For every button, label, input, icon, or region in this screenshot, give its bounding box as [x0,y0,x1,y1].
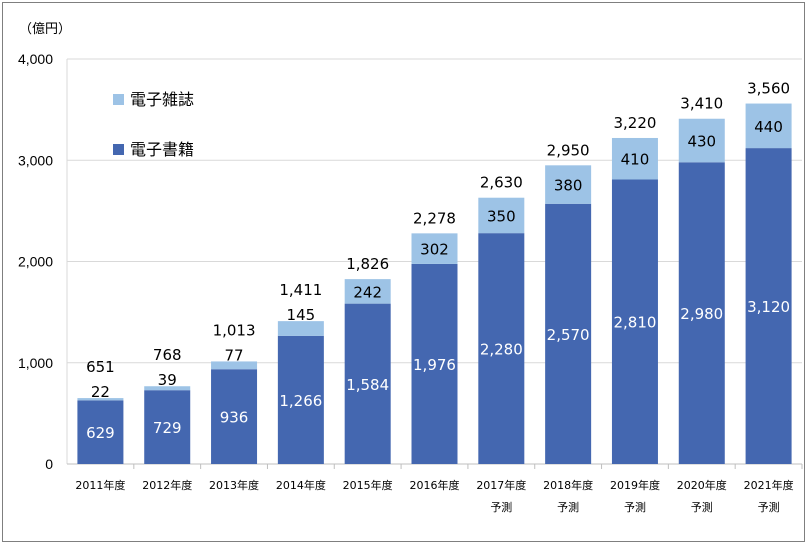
emagazine-value-label: 350 [487,207,516,225]
bar-emagazine [344,279,391,304]
ebook-value-label: 936 [220,409,249,427]
x-tick-label: 2016年度 [410,478,460,492]
ebook-value-label: 1,584 [346,376,389,394]
y-tick-label: 1,000 [18,355,53,371]
emagazine-value-label: 380 [554,177,583,195]
x-tick-label: 2021年度 [744,478,794,492]
total-value-label: 3,220 [613,114,656,132]
legend-swatch [113,144,124,155]
total-value-label: 1,826 [346,255,389,273]
emagazine-value-label: 440 [754,118,783,136]
bar-emagazine [144,386,191,391]
emagazine-value-label: 410 [621,151,650,169]
total-value-label: 2,630 [480,174,523,192]
bar-emagazine [678,118,725,163]
bar-ebook [678,162,725,464]
y-tick-label: 2,000 [18,254,53,270]
ebook-value-label: 729 [153,419,182,437]
bar-ebook [411,263,458,464]
total-value-label: 3,410 [680,95,723,113]
bar-emagazine [77,398,124,401]
bar-ebook [277,335,324,464]
bar-ebook [545,203,592,464]
stacked-bar-chart: （億円） 0 1,000 2,000 3,000 4,000 629 22 651 729 39… [18,21,803,514]
emagazine-value-label: 430 [687,133,716,151]
bar-emagazine [545,165,592,204]
total-value-label: 2,278 [413,209,456,227]
x-tick-label: 2017年度 [476,478,526,492]
x-tick-label: 2014年度 [276,478,326,492]
x-tick-label: 2015年度 [343,478,393,492]
total-value-label: 651 [86,358,115,376]
x-tick-label: 2018年度 [543,478,593,492]
emagazine-value-label: 145 [287,306,316,324]
x-tick-sublabel: 予測 [490,500,512,514]
bars [77,103,792,465]
total-value-label: 768 [153,346,182,364]
emagazine-value-label: 39 [158,371,177,389]
ebook-value-label: 3,120 [747,298,790,316]
total-value-label: 2,950 [547,141,590,159]
x-tick-label: 2020年度 [677,478,727,492]
ebook-value-label: 2,570 [547,326,590,344]
ebook-value-label: 2,810 [613,314,656,332]
y-tick-label: 3,000 [18,152,53,168]
x-tick-label: 2013年度 [209,478,259,492]
bar-emagazine [211,361,258,370]
ebook-value-label: 2,280 [480,341,523,359]
bar-ebook [211,369,258,464]
ebook-value-label: 2,980 [680,305,723,323]
y-axis-ticks: 0 1,000 2,000 3,000 4,000 [18,51,53,472]
bar-ebook [144,390,191,464]
emagazine-value-label: 242 [353,283,382,301]
bar-ebook [77,400,124,464]
x-tick-sublabel: 予測 [691,500,713,514]
bar-ebook [344,303,391,464]
ebook-value-label: 1,266 [279,392,322,410]
y-tick-label: 0 [45,456,53,472]
ebook-value-label: 1,976 [413,356,456,374]
unit-label: （億円） [19,21,71,37]
legend-label: 電子書籍 [130,140,194,159]
emagazine-value-label: 302 [420,241,449,259]
bar-emagazine [478,197,525,234]
legend-label: 電子雑誌 [130,90,194,109]
x-tick-label: 2011年度 [75,478,125,492]
bar-emagazine [611,137,658,180]
total-value-label: 3,560 [747,80,790,98]
bar-emagazine [745,103,792,149]
legend-swatch [113,94,124,105]
ebook-value-label: 629 [86,424,115,442]
x-axis-ticks: 2011年度 2012年度 2013年度 2014年度 2015年度 2016年度 2017… [75,464,803,514]
bar-emagazine [277,321,324,336]
bar-emagazine [411,233,458,264]
x-tick-sublabel: 予測 [758,500,780,514]
x-tick-label: 2012年度 [142,478,192,492]
data-labels: 629 22 651 729 39 768 936 77 1,013 1,266 145 1,411 1… [86,80,790,443]
x-tick-sublabel: 予測 [624,500,646,514]
bar-ebook [611,179,658,465]
emagazine-value-label: 77 [224,346,243,364]
x-tick-label: 2019年度 [610,478,660,492]
bar-ebook [478,233,525,464]
bar-ebook [745,148,792,464]
emagazine-value-label: 22 [91,383,110,401]
x-tick-sublabel: 予測 [557,500,579,514]
total-value-label: 1,411 [279,281,322,299]
y-tick-label: 4,000 [18,51,53,67]
total-value-label: 1,013 [213,321,256,339]
